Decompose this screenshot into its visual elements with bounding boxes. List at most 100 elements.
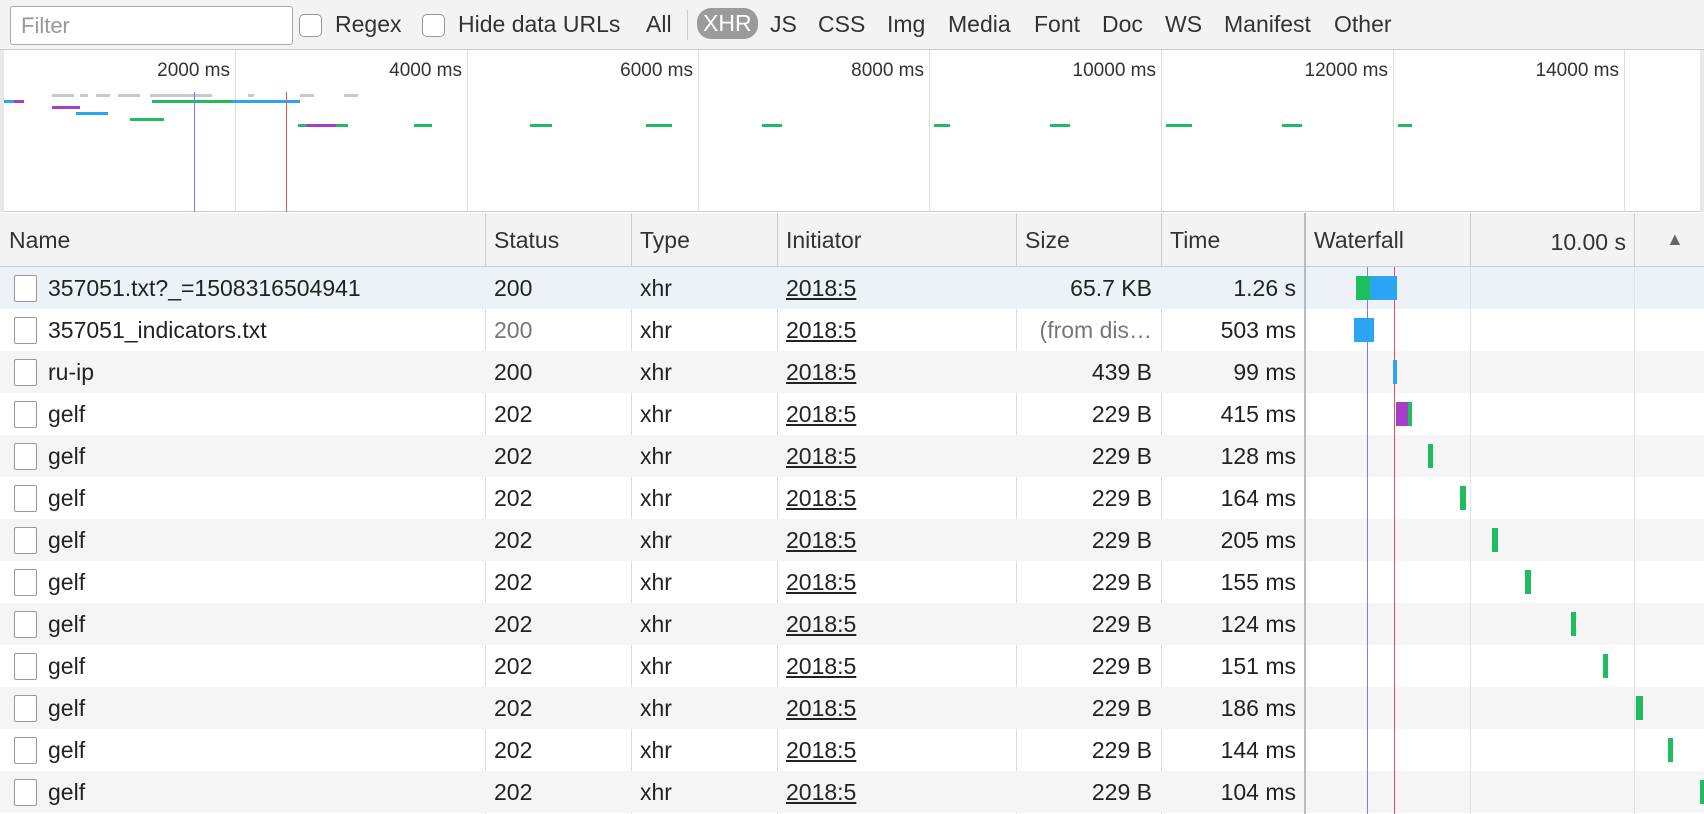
overview-bar — [934, 124, 950, 127]
table-row[interactable]: gelf 202 xhr 2018:5 229 B 155 ms — [0, 561, 1704, 603]
column-divider[interactable] — [631, 213, 632, 267]
column-divider[interactable] — [777, 213, 778, 267]
waterfall-bar[interactable] — [1396, 402, 1408, 426]
hide-data-urls-checkbox[interactable] — [422, 14, 445, 37]
table-row[interactable]: gelf 202 xhr 2018:5 229 B 205 ms — [0, 519, 1704, 561]
overview-gridline — [235, 50, 236, 212]
request-initiator-link[interactable]: 2018:5 — [786, 317, 857, 343]
column-header-type[interactable]: Type — [640, 227, 690, 253]
filter-type-img[interactable]: Img — [887, 11, 926, 37]
table-row[interactable]: gelf 202 xhr 2018:5 229 B 151 ms — [0, 645, 1704, 687]
request-initiator-link[interactable]: 2018:5 — [786, 359, 857, 385]
request-initiator-link[interactable]: 2018:5 — [786, 443, 857, 469]
filter-type-xhr[interactable]: XHR — [697, 8, 758, 39]
request-type: xhr — [640, 317, 672, 343]
column-divider[interactable] — [1304, 213, 1306, 267]
request-initiator-link[interactable]: 2018:5 — [786, 401, 857, 427]
waterfall-column-border[interactable] — [1304, 267, 1306, 814]
load-event-line — [1394, 267, 1395, 814]
waterfall-bar[interactable] — [1356, 276, 1370, 300]
filter-type-doc[interactable]: Doc — [1102, 11, 1143, 37]
request-initiator-link[interactable]: 2018:5 — [786, 779, 857, 805]
overview-gridline — [929, 50, 930, 212]
regex-label: Regex — [335, 11, 402, 37]
table-row[interactable]: gelf 202 xhr 2018:5 229 B 186 ms — [0, 687, 1704, 729]
filter-type-media[interactable]: Media — [948, 11, 1011, 37]
request-status: 202 — [494, 779, 533, 805]
waterfall-bar[interactable] — [1380, 276, 1397, 300]
column-header-waterfall[interactable]: Waterfall — [1314, 227, 1404, 253]
request-initiator-link[interactable]: 2018:5 — [786, 737, 857, 763]
waterfall-bar[interactable] — [1354, 318, 1374, 342]
filter-input[interactable] — [10, 6, 293, 45]
waterfall-bar[interactable] — [1408, 402, 1412, 426]
waterfall-bar[interactable] — [1393, 360, 1397, 384]
waterfall-bar[interactable] — [1370, 276, 1380, 300]
request-size: 229 B — [1091, 737, 1152, 763]
filter-type-css[interactable]: CSS — [818, 11, 866, 37]
file-icon — [14, 695, 37, 722]
overview-left-handle[interactable] — [0, 50, 4, 212]
request-time: 415 ms — [1220, 401, 1296, 427]
overview-bar — [4, 100, 14, 103]
waterfall-bar[interactable] — [1492, 528, 1498, 552]
request-initiator-link[interactable]: 2018:5 — [786, 275, 857, 301]
request-status: 200 — [494, 317, 533, 343]
waterfall-bar[interactable] — [1700, 780, 1704, 804]
filter-type-ws[interactable]: WS — [1165, 11, 1203, 37]
column-header-initiator[interactable]: Initiator — [786, 227, 862, 253]
waterfall-bar[interactable] — [1603, 654, 1608, 678]
sort-ascending-icon[interactable]: ▲ — [1666, 229, 1684, 249]
column-header-name[interactable]: Name — [9, 227, 71, 253]
overview-right-handle[interactable] — [1700, 50, 1704, 212]
column-divider[interactable] — [485, 213, 486, 267]
request-initiator-link[interactable]: 2018:5 — [786, 569, 857, 595]
waterfall-bar[interactable] — [1571, 612, 1576, 636]
waterfall-bar[interactable] — [1668, 738, 1673, 762]
column-header-status[interactable]: Status — [494, 227, 560, 253]
request-size: 65.7 KB — [1070, 275, 1152, 301]
table-row[interactable]: 357051_indicators.txt 200 xhr 2018:5 (from d… — [0, 309, 1704, 351]
request-time: 164 ms — [1220, 485, 1296, 511]
table-row[interactable]: 357051.txt?_=1508316504941 200 xhr 2018:5 65… — [0, 267, 1704, 309]
file-icon — [14, 653, 37, 680]
table-row[interactable]: gelf 202 xhr 2018:5 229 B 144 ms — [0, 729, 1704, 771]
request-initiator-link[interactable]: 2018:5 — [786, 485, 857, 511]
request-name: gelf — [48, 485, 86, 511]
request-time: 503 ms — [1220, 317, 1296, 343]
request-initiator-link[interactable]: 2018:5 — [786, 611, 857, 637]
filter-type-js[interactable]: JS — [770, 11, 797, 37]
request-initiator-link[interactable]: 2018:5 — [786, 653, 857, 679]
filter-type-font[interactable]: Font — [1034, 11, 1081, 37]
column-header-size[interactable]: Size — [1025, 227, 1070, 253]
table-row[interactable]: gelf 202 xhr 2018:5 229 B 124 ms — [0, 603, 1704, 645]
timeline-overview[interactable]: 2000 ms 4000 ms 6000 ms 8000 ms 10000 ms… — [0, 50, 1704, 212]
overview-bar — [1050, 124, 1070, 127]
overview-bar — [646, 124, 672, 127]
column-divider[interactable] — [1016, 213, 1017, 267]
request-status: 202 — [494, 527, 533, 553]
table-row[interactable]: ru-ip 200 xhr 2018:5 439 B 99 ms — [0, 351, 1704, 393]
column-divider[interactable] — [1161, 213, 1162, 267]
regex-checkbox[interactable] — [299, 14, 322, 37]
table-row[interactable]: gelf 202 xhr 2018:5 229 B 164 ms — [0, 477, 1704, 519]
filter-type-manifest[interactable]: Manifest — [1224, 11, 1311, 37]
waterfall-gridline — [1470, 267, 1471, 814]
waterfall-bar[interactable] — [1428, 444, 1433, 468]
filter-type-all[interactable]: All — [646, 11, 672, 37]
column-header-time[interactable]: Time — [1170, 227, 1221, 253]
table-row[interactable]: gelf 202 xhr 2018:5 229 B 128 ms — [0, 435, 1704, 477]
request-size: 229 B — [1091, 611, 1152, 637]
filter-type-other[interactable]: Other — [1334, 11, 1392, 37]
waterfall-bar[interactable] — [1460, 486, 1466, 510]
waterfall-bar[interactable] — [1636, 696, 1643, 720]
request-size: (from dis… — [1039, 317, 1152, 343]
request-size: 229 B — [1091, 695, 1152, 721]
request-time: 151 ms — [1220, 653, 1296, 679]
request-initiator-link[interactable]: 2018:5 — [786, 527, 857, 553]
table-row[interactable]: gelf 202 xhr 2018:5 229 B 104 ms — [0, 771, 1704, 813]
waterfall-bar[interactable] — [1525, 570, 1531, 594]
request-initiator-link[interactable]: 2018:5 — [786, 695, 857, 721]
overview-bar — [1282, 124, 1302, 127]
table-row[interactable]: gelf 202 xhr 2018:5 229 B 415 ms — [0, 393, 1704, 435]
